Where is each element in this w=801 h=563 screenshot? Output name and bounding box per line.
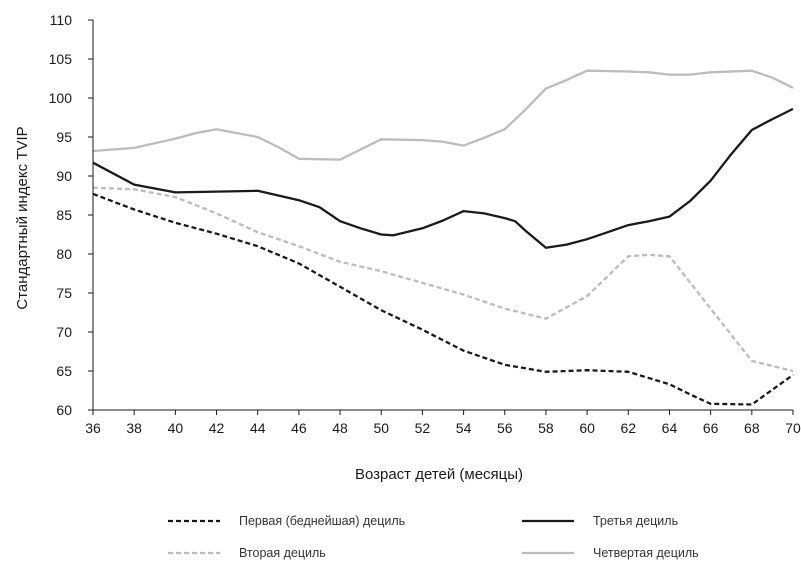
x-tick-label: 60 [579,420,595,436]
legend-label-3: Третья дециль [593,514,678,528]
x-tick-label: 56 [497,420,513,436]
x-tick-label: 42 [209,420,225,436]
x-tick-label: 38 [126,420,142,436]
y-ticks: 60 65 70 75 80 85 90 95 100 105 110 [49,12,93,418]
y-tick-label: 65 [56,363,72,379]
x-axis-title: Возраст детей (месяцы) [355,466,523,483]
x-tick-label: 52 [415,420,431,436]
y-tick-label: 70 [56,324,72,340]
y-tick-label: 60 [56,402,72,418]
y-tick-label: 105 [49,51,73,67]
series-line-4 [92,69,794,161]
x-tick-label: 64 [662,420,678,436]
legend: Первая (беднейшая) дециль Третья дециль Вт… [168,514,699,560]
x-tick-label: 70 [785,420,801,436]
x-tick-label: 66 [703,420,719,436]
x-tick-label: 48 [332,420,348,436]
axes [92,20,793,411]
legend-label-4: Четвертая дециль [593,546,699,560]
series-line-2 [92,186,794,373]
y-tick-label: 100 [49,90,73,106]
legend-label-2: Вторая дециль [239,546,326,560]
x-tick-label: 68 [744,420,760,436]
y-tick-label: 95 [56,129,72,145]
y-axis-title: Стандартный индекс TVIP [14,126,31,309]
y-tick-label: 90 [56,168,72,184]
plot-lines [92,69,794,406]
x-tick-label: 50 [373,420,389,436]
y-tick-label: 110 [50,12,73,28]
x-tick-label: 44 [250,420,266,436]
y-tick-label: 85 [56,207,72,223]
x-tick-label: 36 [85,420,101,436]
x-tick-label: 46 [291,420,307,436]
y-tick-label: 80 [56,246,72,262]
x-tick-label: 58 [538,420,554,436]
x-ticks: 36 38 40 42 44 46 48 50 52 54 56 58 60 62 64 66 68 70 [85,410,801,436]
x-tick-label: 62 [621,420,637,436]
series-line-3 [92,107,794,249]
series-line-1 [92,192,794,406]
x-tick-label: 54 [456,420,472,436]
y-tick-label: 75 [56,285,72,301]
x-tick-label: 40 [168,420,184,436]
legend-label-1: Первая (беднейшая) дециль [239,514,405,528]
